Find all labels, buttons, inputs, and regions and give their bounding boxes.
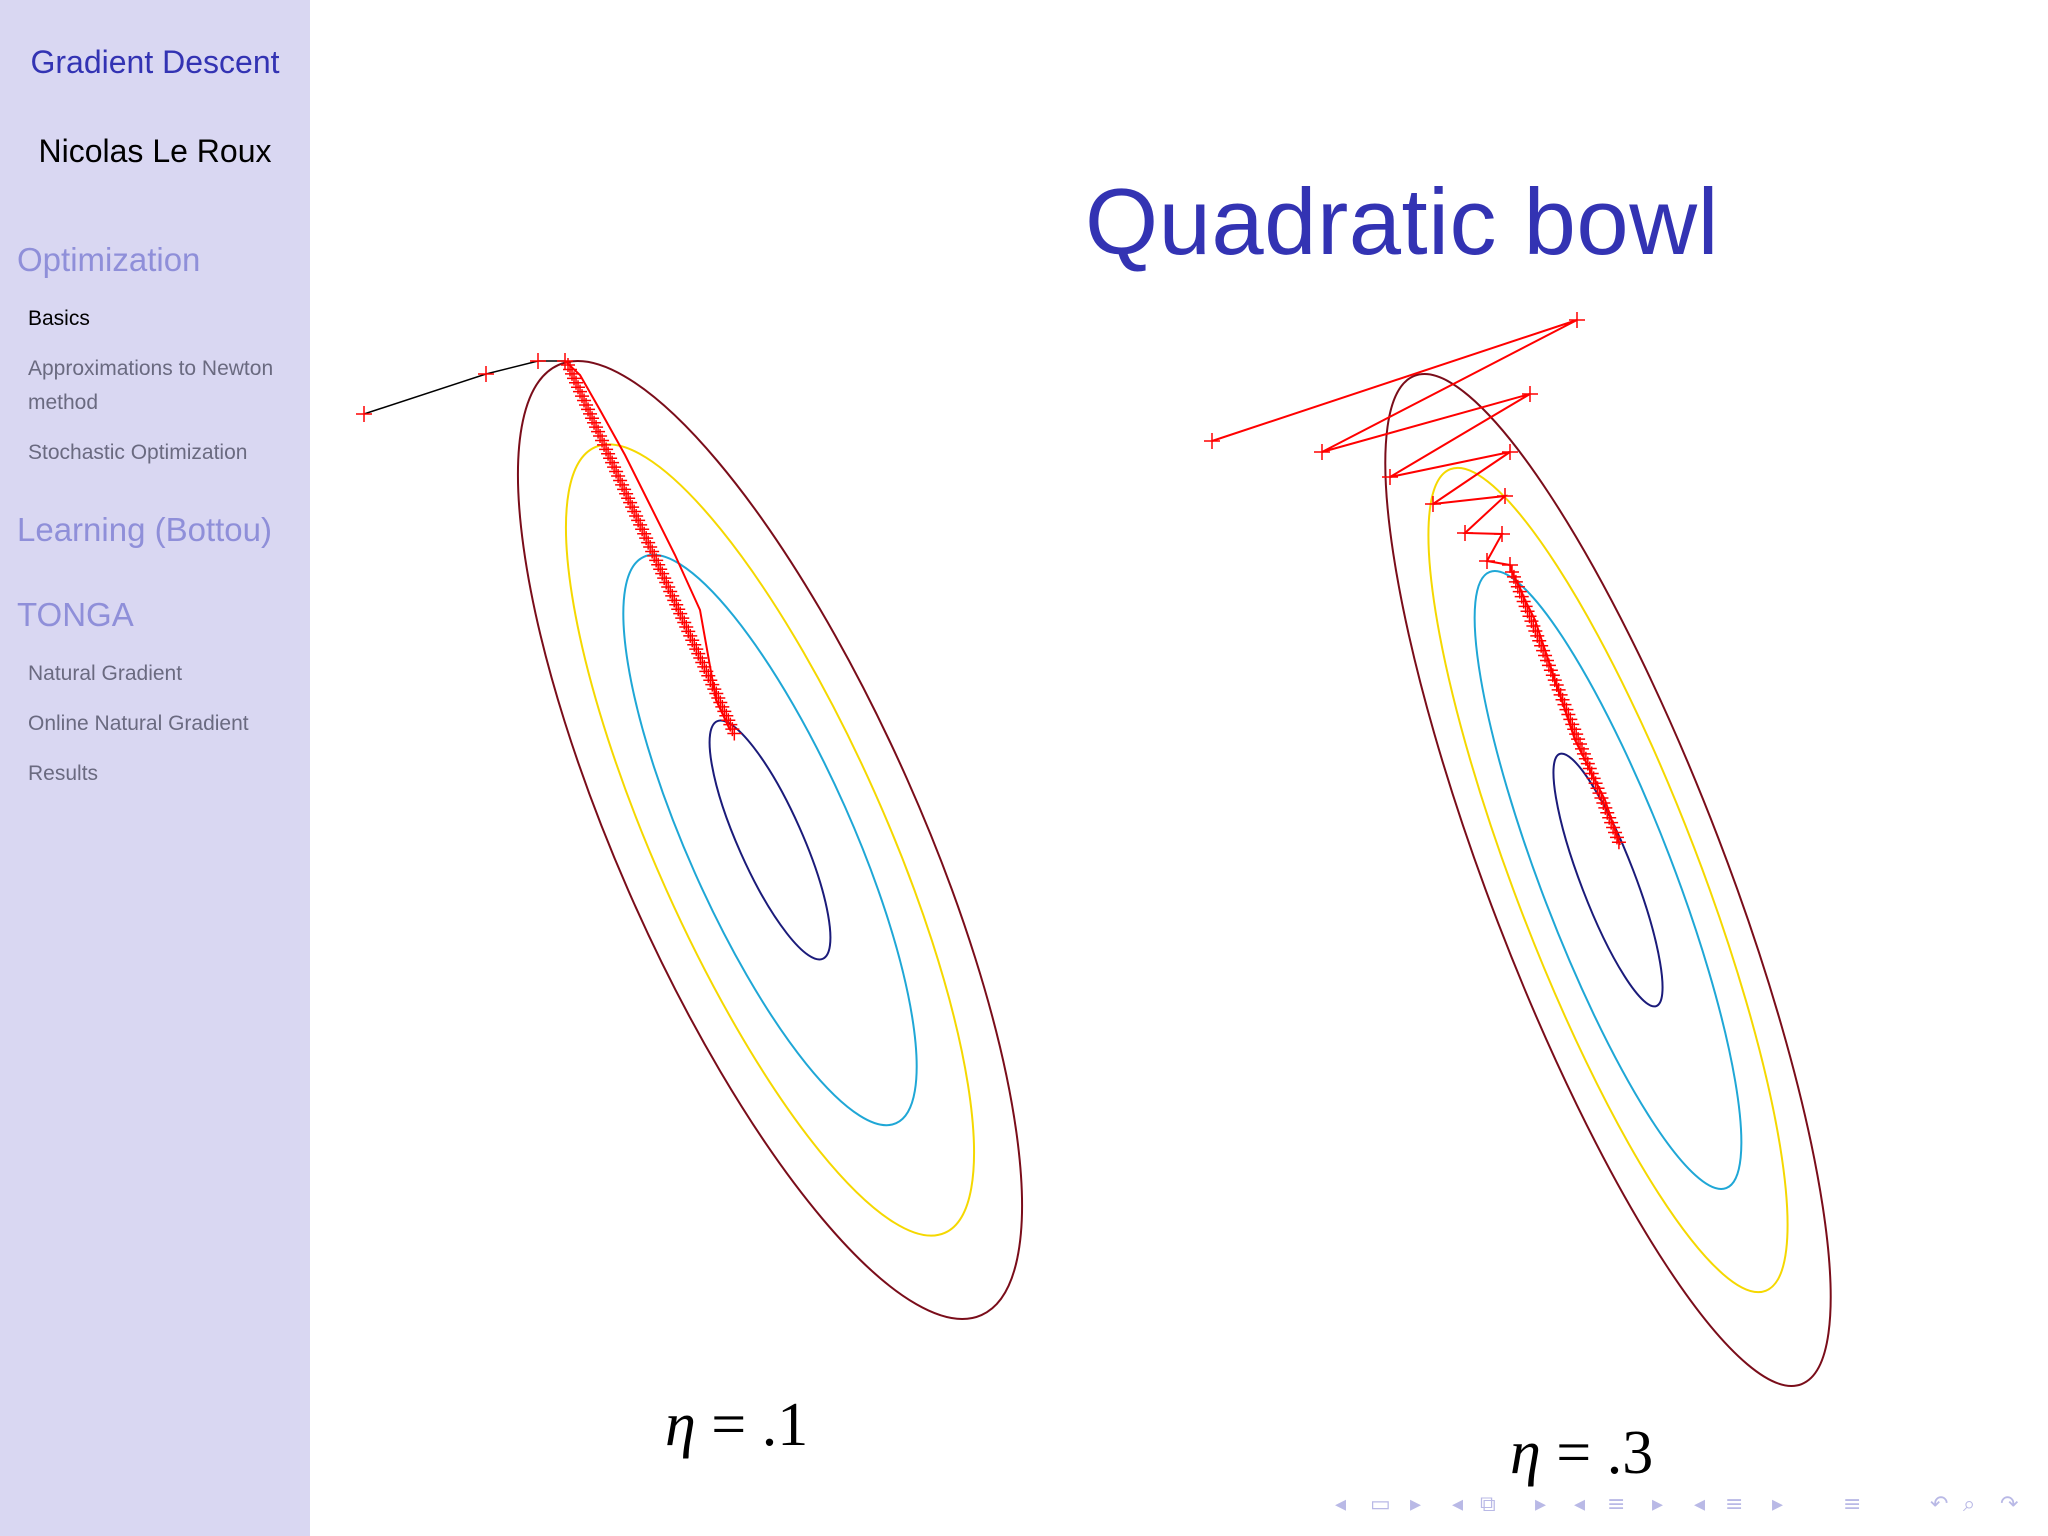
- arrow-right-icon[interactable]: ▸: [1535, 1492, 1547, 1517]
- section-learning-bottou[interactable]: Learning (Bottou): [17, 511, 272, 548]
- subsection-stochastic-optimization[interactable]: Stochastic Optimization: [28, 441, 248, 464]
- arrow-left-icon[interactable]: ◂: [1335, 1492, 1347, 1517]
- eta-value: .3: [1606, 1419, 1654, 1487]
- arrow-right-icon[interactable]: ▸: [1772, 1492, 1784, 1517]
- subsection-icon[interactable]: ⧉: [1480, 1492, 1496, 1517]
- equals-sign: =: [1540, 1419, 1607, 1487]
- eta-label-left: η = .1: [665, 1390, 808, 1461]
- descent-path: [1211, 319, 1621, 846]
- subsection-natural-gradient[interactable]: Natural Gradient: [28, 662, 183, 685]
- subsection-list-icon[interactable]: ≡: [1725, 1492, 1744, 1517]
- section-optimization[interactable]: Optimization: [17, 241, 201, 278]
- contour-outer: [1384, 373, 1832, 1387]
- search-icon[interactable]: ⌕: [1963, 1492, 1976, 1517]
- arrow-right-icon[interactable]: ▸: [1652, 1492, 1664, 1517]
- presentation-title[interactable]: Gradient Descent: [30, 44, 280, 80]
- redo-icon[interactable]: ↷: [2000, 1492, 2019, 1517]
- eta-symbol: η: [1510, 1419, 1541, 1487]
- section-icon[interactable]: ≡: [1607, 1492, 1626, 1517]
- undo-icon[interactable]: ↶: [1930, 1492, 1949, 1517]
- arrow-left-icon[interactable]: ◂: [1694, 1492, 1706, 1517]
- eta-label-right: η = .3: [1510, 1418, 1653, 1489]
- section-tonga[interactable]: TONGA: [17, 596, 134, 633]
- arrow-left-icon[interactable]: ◂: [1452, 1492, 1464, 1517]
- contour-cyan: [1473, 570, 1743, 1190]
- equals-sign: =: [695, 1391, 762, 1459]
- arrow-left-icon[interactable]: ◂: [1574, 1492, 1586, 1517]
- contour-yellow: [564, 443, 976, 1237]
- contour-outer: [516, 360, 1024, 1320]
- markers-left: [356, 353, 742, 741]
- descent-path: [564, 360, 731, 731]
- frame-icon[interactable]: ▭: [1370, 1492, 1391, 1517]
- subsection-approximations-to-newton[interactable]: Approximations to Newton method: [28, 357, 274, 414]
- descent-path-start: [363, 360, 565, 415]
- contour-plot-eta-03: [1204, 312, 1832, 1387]
- contour-yellow: [1427, 466, 1789, 1294]
- markers-right: [1204, 312, 1626, 850]
- contour-inner: [1552, 752, 1664, 1008]
- contour-inner: [708, 719, 832, 961]
- contour-plot-eta-01: [356, 353, 1024, 1320]
- eta-value: .1: [761, 1391, 809, 1459]
- contour-cyan: [622, 553, 918, 1127]
- subsection-basics[interactable]: Basics: [28, 307, 90, 330]
- sidebar: Gradient Descent Nicolas Le Roux Optimiz…: [0, 0, 310, 1536]
- align-icon[interactable]: ≡: [1843, 1492, 1862, 1517]
- slide-title: Quadratic bowl: [1085, 169, 1719, 274]
- author-name: Nicolas Le Roux: [38, 133, 272, 169]
- subsection-online-natural-gradient[interactable]: Online Natural Gradient: [28, 712, 249, 735]
- subsection-results[interactable]: Results: [28, 762, 99, 785]
- arrow-right-icon[interactable]: ▸: [1410, 1492, 1422, 1517]
- eta-symbol: η: [665, 1391, 696, 1459]
